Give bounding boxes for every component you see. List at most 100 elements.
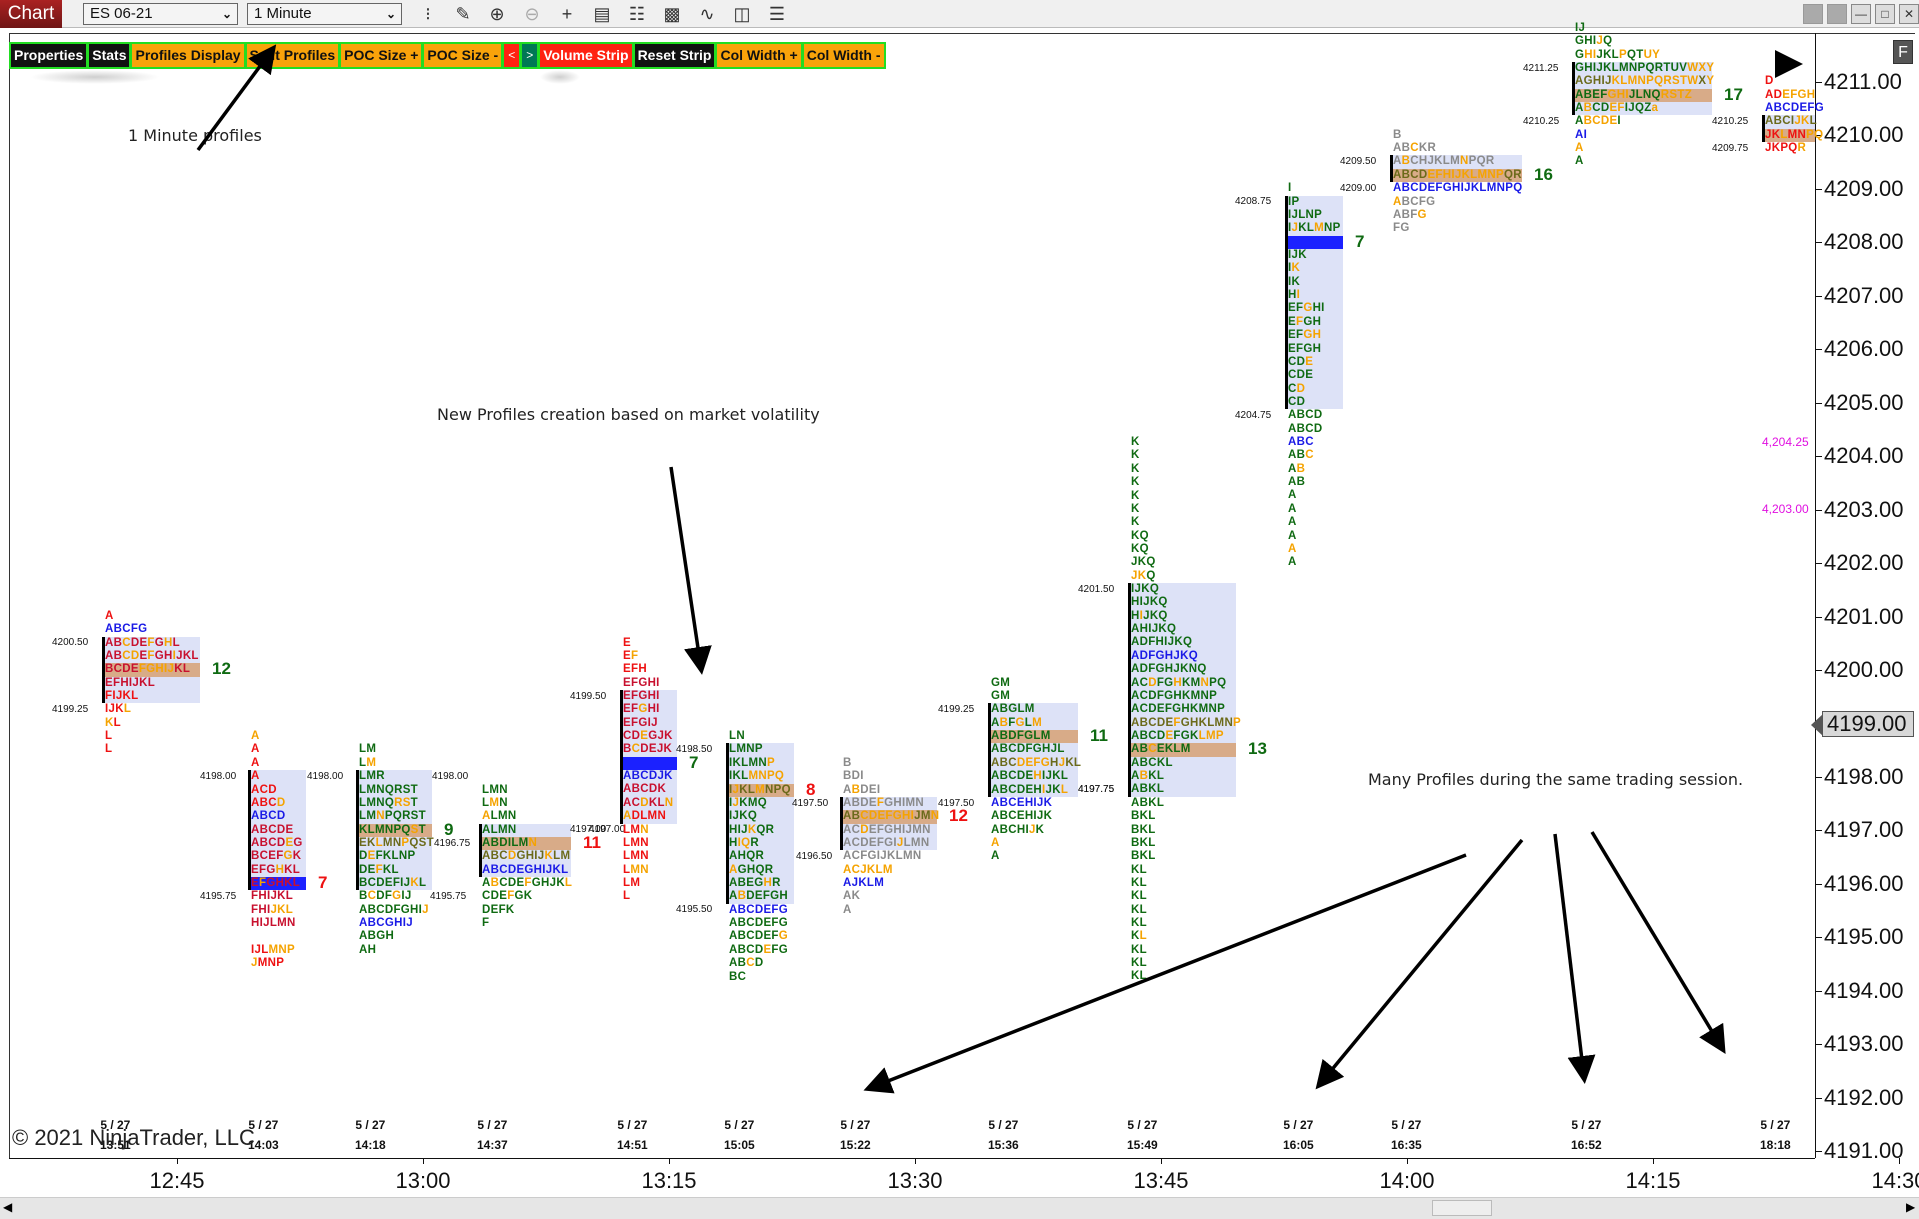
poc-highlight <box>1572 88 1712 103</box>
close-icon[interactable]: ✕ <box>1899 4 1919 24</box>
pencil-icon[interactable]: ✎ <box>455 4 471 24</box>
tpo-row: ABCDK <box>623 783 667 796</box>
tpo-row: ABCHJKLMNPQR <box>1393 155 1495 168</box>
profile-number: 11 <box>583 832 601 852</box>
y-axis-label: 4200.00 <box>1824 656 1904 682</box>
tile-icon[interactable] <box>1803 4 1823 24</box>
button-7[interactable]: > <box>522 44 538 67</box>
button-6[interactable]: < <box>504 44 520 67</box>
scrollbar-thumb[interactable] <box>1432 1200 1492 1216</box>
tpo-row: EFGHI <box>623 703 660 716</box>
price-axis[interactable]: 4211.00 4210.00 4209.00 4208.00 4207.00 4206.… <box>1811 33 1917 1163</box>
scroll-left-icon[interactable]: ◀ <box>3 1200 13 1214</box>
y-axis-label: 4205.00 <box>1824 389 1904 415</box>
market-profile[interactable]: K K K K K K K KQ KQ JKQ JKQ IJKQ HIJKQ HIJKQ AHIJKQ ADF… <box>1128 436 1241 984</box>
tpo-row: EFGH <box>1288 342 1322 355</box>
price-marker: 4,203.00 <box>1762 501 1809 516</box>
value-area-line <box>1128 583 1131 797</box>
market-profile[interactable]: IJ GHIJQ GHIJKLPQTUY GHIJKLMNPQRTUVWXY AGHIJ… <box>1572 22 1714 169</box>
session-date-label: 5 / 27 14:18 <box>355 1115 386 1155</box>
tpo-row: K <box>1131 476 1140 489</box>
y-tick <box>1816 830 1822 832</box>
time: 18:18 <box>1760 1138 1791 1152</box>
data-box-icon[interactable]: ▤ <box>593 4 611 24</box>
button-3[interactable]: Split Profiles <box>246 44 339 67</box>
f-button[interactable]: F <box>1893 40 1913 64</box>
market-profile[interactable]: E EF EFH EFGHI EFGHI EFGHI EFGIJ CDEGJK BCDEJK AB… <box>620 637 677 904</box>
price-level-label: 4199.25 <box>938 704 975 716</box>
market-profile[interactable]: LM LM LMR LMNQRST LMNQRST LMNPQRST KLMNPQST EKL… <box>356 743 434 957</box>
horizontal-scrollbar[interactable] <box>0 1197 1919 1219</box>
interval-selector[interactable]: 1 Minute ⌄ <box>247 3 402 25</box>
button-8[interactable]: Volume Strip <box>540 44 632 67</box>
y-tick <box>1816 776 1822 778</box>
properties-icon[interactable]: ◫ <box>733 4 751 24</box>
y-axis-label: 4201.00 <box>1824 603 1904 629</box>
scroll-right-icon[interactable]: ▶ <box>1906 1200 1916 1214</box>
objects-list-icon[interactable]: ☰ <box>768 4 786 24</box>
market-profile[interactable]: LMN LMN ALMN ALMN ABDILMN ABCDGHIJKLM ABCDEGHI… <box>479 784 572 931</box>
tpo-row: ABDEFGH <box>729 890 788 903</box>
market-profile[interactable]: A A A A ACD ABCD ABCD ABCDE ABCDEG BCEFGK EFGHKL EF… <box>248 730 306 970</box>
tpo-row <box>248 930 303 943</box>
market-profile[interactable]: I IP IJLNP IJKLMNP IJK IK IK HI EFGHI EFGH EFGH EFG… <box>1285 182 1343 569</box>
tpo-row: A <box>1288 556 1297 569</box>
chart-plot-area[interactable] <box>9 33 1815 1158</box>
market-profile[interactable]: B BDI ABDEI ABDEFGHIMN ABCDEFGHIJMN ACDEFGHIJ… <box>840 757 939 917</box>
button-4[interactable]: POC Size + <box>341 44 422 67</box>
tpo-row: IKLMNPQ <box>729 770 785 783</box>
y-axis-label: 4197.00 <box>1824 817 1904 843</box>
zoom-in-icon[interactable]: ⊕ <box>489 4 505 24</box>
bar-style-icon[interactable]: ⁝ <box>425 4 431 24</box>
tpo-row: ALMN <box>482 823 517 836</box>
instrument-selector[interactable]: ES 06-21 ⌄ <box>83 3 238 25</box>
button-1[interactable]: Stats <box>89 44 130 67</box>
poc-highlight <box>1762 128 1816 143</box>
minimize-icon[interactable]: — <box>1851 4 1871 24</box>
market-profile[interactable]: B ABCKR ABCHJKLMNPQR ABCDEFHIJKLMNPQR ABCDEF… <box>1390 129 1522 236</box>
crosshair-icon[interactable]: + <box>561 4 573 24</box>
tpo-row: EFGHI <box>623 676 660 689</box>
poc-highlight <box>620 756 677 771</box>
maximize-icon[interactable]: □ <box>1875 4 1895 24</box>
button-5[interactable]: POC Size - <box>424 44 502 67</box>
market-profile[interactable]: D ADEFGH ABCDEFG ABCIJKL JKLMNPQ JKPQR <box>1762 75 1824 155</box>
tpo-row: ALMN <box>482 810 517 823</box>
market-profile[interactable]: A ABCFG ABCDEFGHL ABCDEFGHIJKL BCDEFGHIJKL EF… <box>102 610 200 757</box>
button-0[interactable]: Properties <box>11 44 87 67</box>
tpo-row: ABKL <box>1131 783 1165 796</box>
tpo-row: HIJKQ <box>1131 596 1168 609</box>
chart-tab[interactable]: Chart <box>0 0 62 28</box>
zoom-out-icon[interactable]: ⊖ <box>524 4 540 24</box>
chart-trader-icon[interactable]: ☷ <box>628 4 646 24</box>
tpo-row: A <box>251 770 260 783</box>
y-tick <box>1816 135 1822 137</box>
strategies-icon[interactable]: ∿ <box>699 4 715 24</box>
button-2[interactable]: Profiles Display <box>132 44 244 67</box>
market-profile[interactable]: GM GM ABGLM ABFGLM ABDFGLM ABCDFGHJL ABCDEFGHJ… <box>988 677 1081 864</box>
button-11[interactable]: Col Width - <box>803 44 884 67</box>
tpo-row: ADFGHJKNQ <box>1131 663 1207 676</box>
profile-number: 12 <box>212 659 231 679</box>
x-tick <box>915 1158 916 1164</box>
button-9[interactable]: Reset Strip <box>634 44 715 67</box>
indicators-icon[interactable]: ▩ <box>663 4 681 24</box>
button-10[interactable]: Col Width + <box>717 44 801 67</box>
tile-icon-2[interactable] <box>1827 4 1847 24</box>
tpo-row: ABGLM <box>991 703 1035 716</box>
tpo-row: AB <box>1288 476 1306 489</box>
tpo-row: ABGH <box>359 930 395 943</box>
value-area-line <box>1390 155 1393 183</box>
tpo-row: A <box>991 836 1000 849</box>
tpo-row: LMN <box>623 823 649 836</box>
profile-number: 12 <box>949 806 968 826</box>
time: 14:03 <box>248 1138 279 1152</box>
tpo-row: GHIJKLPQTUY <box>1575 48 1661 61</box>
tpo-row: KL <box>1131 943 1147 956</box>
poc-highlight <box>1128 743 1236 757</box>
tpo-row: ABCDEI <box>1575 115 1621 128</box>
y-axis-label: 4199.00 <box>1811 711 1914 738</box>
market-profile[interactable]: LN LMNP IKLMNP IKLMNPQ IJKLMNPQ IJKMQ IJKQ HIJK… <box>726 730 794 984</box>
tpo-row: ABCD <box>251 810 286 823</box>
time-axis-line <box>9 1158 1815 1159</box>
